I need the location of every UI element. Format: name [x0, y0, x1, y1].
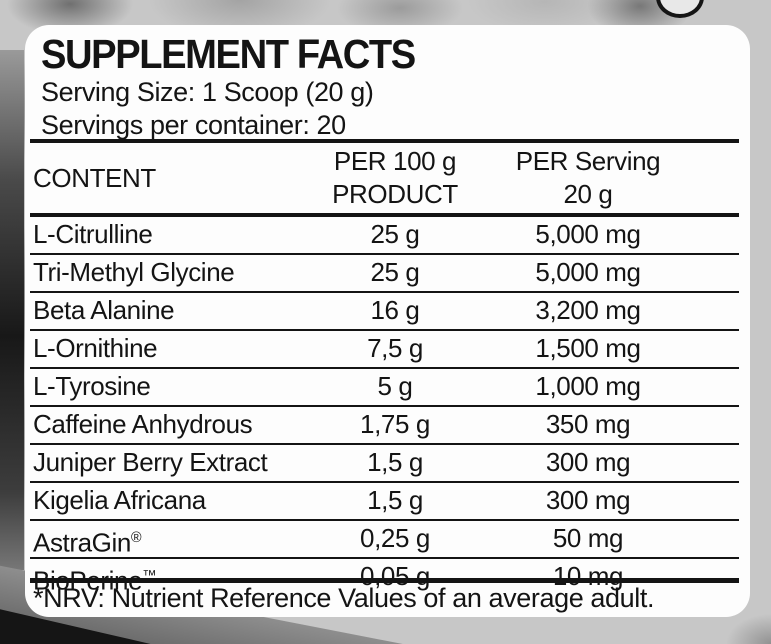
per-100g-value: 16 g — [370, 295, 420, 325]
servings-per-container-line: Servings per container: 20 — [41, 110, 346, 140]
ingredient-name: Beta Alanine — [33, 295, 175, 325]
panel-title: SUPPLEMENT FACTS — [41, 31, 416, 77]
per-100g-value: 1,5 g — [367, 447, 423, 477]
per-serving-value: 1,500 mg — [535, 333, 641, 363]
nrv-footnote: *NRV: Nutrient Reference Values of an av… — [33, 583, 655, 613]
ingredient-name: Kigelia Africana — [33, 485, 206, 515]
dark-left-edge-shading — [0, 50, 24, 570]
serving-size-line: Serving Size: 1 Scoop (20 g) — [41, 77, 374, 107]
per-100g-value: 25 g — [370, 219, 420, 249]
table-row: Juniper Berry Extract 1,5 g 300 mg — [30, 445, 739, 483]
supplement-facts-panel: SUPPLEMENT FACTS Serving Size: 1 Scoop (… — [25, 25, 750, 617]
per-serving-value: 5,000 mg — [535, 257, 641, 287]
header-per-serving-line1: PER Serving — [515, 146, 661, 176]
per-100g-value: 1,75 g — [360, 409, 430, 439]
per-serving-value: 50 mg — [552, 523, 624, 553]
header-per-serving-line2: 20 g — [563, 179, 613, 209]
ingredient-table: L-Citrulline 25 g 5,000 mg Tri-Methyl Gl… — [30, 217, 739, 596]
table-row: Beta Alanine 16 g 3,200 mg — [30, 293, 739, 331]
table-row: AstraGin® 0,25 g 50 mg — [30, 521, 739, 559]
ingredient-name: L-Tyrosine — [33, 371, 151, 401]
header-per-serving: PER Serving 20 g — [478, 145, 698, 211]
divider-top — [30, 139, 739, 143]
per-100g-value: 7,5 g — [367, 333, 423, 363]
per-serving-value: 5,000 mg — [535, 219, 641, 249]
per-serving-value: 350 mg — [545, 409, 631, 439]
per-100g-value: 0,25 g — [360, 523, 430, 553]
per-serving-value: 300 mg — [545, 485, 631, 515]
ingredient-name: AstraGin® — [33, 527, 142, 558]
ingredient-name: Tri-Methyl Glycine — [33, 257, 235, 287]
header-per-100g-line1: PER 100 g — [333, 146, 457, 176]
per-100g-value: 0,05 g — [360, 561, 430, 591]
table-row: L-Citrulline 25 g 5,000 mg — [30, 217, 739, 255]
header-per-100g: PER 100 g PRODUCT — [285, 145, 505, 211]
ingredient-name: Juniper Berry Extract — [33, 447, 268, 477]
per-serving-value: 10 mg — [552, 561, 624, 591]
per-100g-value: 25 g — [370, 257, 420, 287]
per-100g-value: 1,5 g — [367, 485, 423, 515]
header-content: CONTENT — [33, 163, 156, 193]
divider-bottom — [30, 578, 739, 583]
table-row: L-Ornithine 7,5 g 1,500 mg — [30, 331, 739, 369]
per-serving-value: 300 mg — [545, 447, 631, 477]
per-100g-value: 5 g — [377, 371, 413, 401]
table-row: Kigelia Africana 1,5 g 300 mg — [30, 483, 739, 521]
per-serving-value: 1,000 mg — [535, 371, 641, 401]
table-row: L-Tyrosine 5 g 1,000 mg — [30, 369, 739, 407]
per-serving-value: 3,200 mg — [535, 295, 641, 325]
ingredient-name: L-Ornithine — [33, 333, 158, 363]
table-row: Caffeine Anhydrous 1,75 g 350 mg — [30, 407, 739, 445]
ingredient-name: Caffeine Anhydrous — [33, 409, 253, 439]
table-row: Tri-Methyl Glycine 25 g 5,000 mg — [30, 255, 739, 293]
divider-header — [30, 213, 739, 217]
header-per-100g-line2: PRODUCT — [332, 179, 458, 209]
table-header: CONTENT PER 100 g PRODUCT PER Serving 20… — [30, 143, 739, 213]
ingredient-name: L-Citrulline — [33, 219, 153, 249]
